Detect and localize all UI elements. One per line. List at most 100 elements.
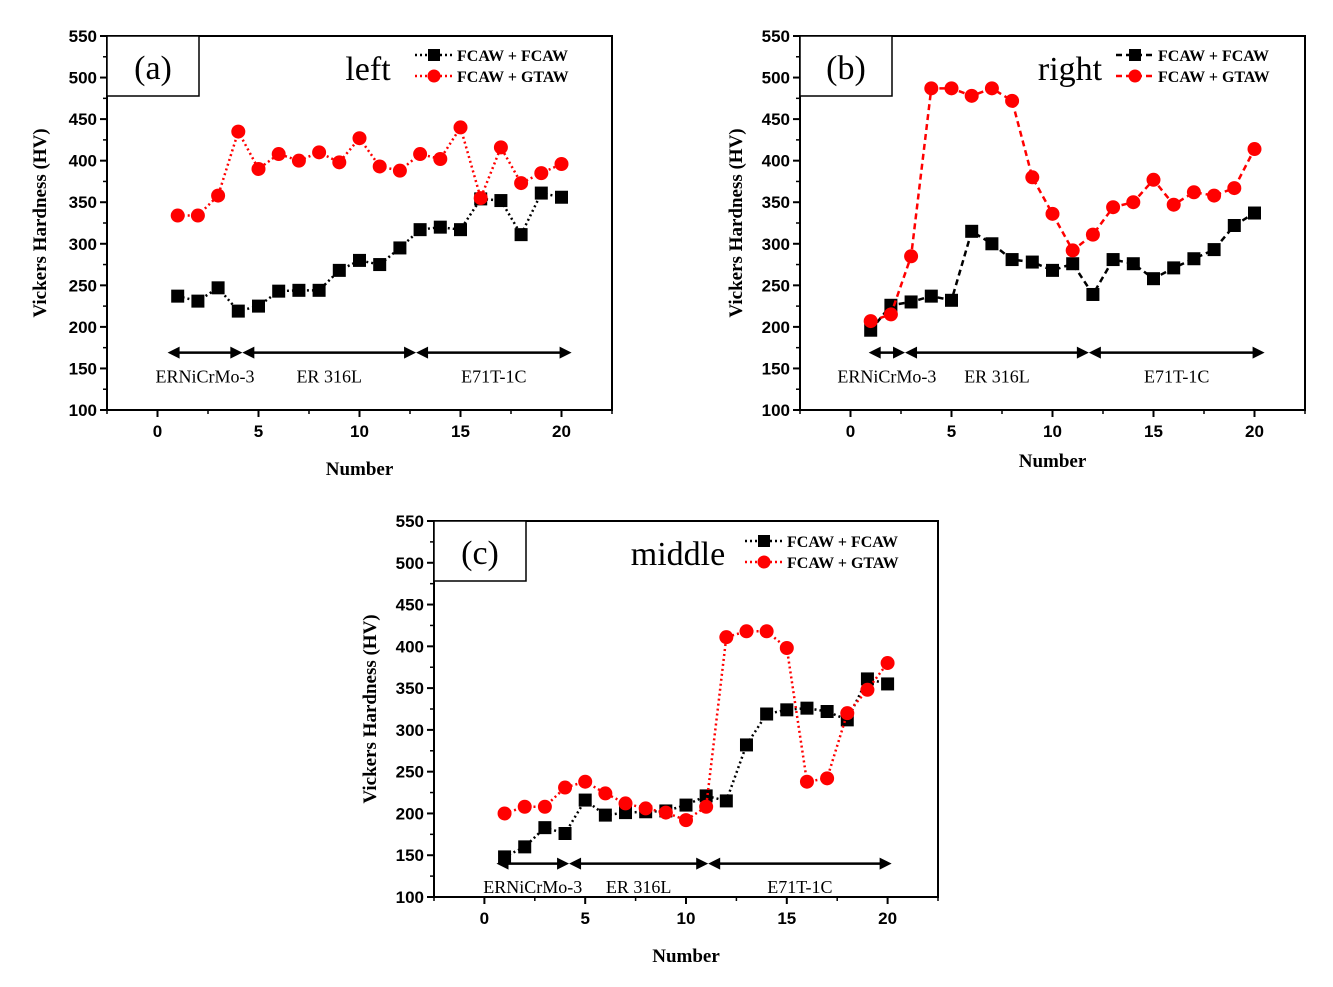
x-tick-label: 5 bbox=[947, 422, 956, 441]
y-tick-label: 550 bbox=[762, 27, 790, 46]
data-point-circle bbox=[679, 813, 693, 828]
x-tick-label: 10 bbox=[350, 422, 369, 441]
data-point-circle bbox=[1207, 188, 1222, 203]
y-tick-label: 100 bbox=[762, 401, 790, 420]
chart-panel-b: 100 150 200 250 300 350 400 450 500 550 0 5 10 15 20 Nu… bbox=[726, 27, 1306, 472]
legend-label: FCAW + GTAW bbox=[457, 69, 569, 86]
data-point-circle bbox=[984, 81, 999, 96]
region-arrow-head-left bbox=[416, 346, 429, 359]
data-point-circle bbox=[880, 656, 895, 671]
region-arrow-head-right bbox=[404, 346, 417, 359]
data-point-square bbox=[555, 190, 568, 204]
region-arrow-head-left bbox=[905, 346, 918, 359]
data-point-circle bbox=[598, 786, 613, 801]
y-axis-title: Vickers Hardness (HV) bbox=[30, 128, 51, 317]
data-point-circle bbox=[1005, 93, 1020, 108]
region-label: E71T-1C bbox=[767, 877, 832, 897]
data-point-circle bbox=[719, 630, 734, 645]
y-tick-label: 300 bbox=[396, 721, 424, 740]
data-point-square bbox=[494, 194, 508, 208]
data-point-square bbox=[413, 223, 427, 237]
region-arrow-head-left bbox=[868, 346, 881, 359]
data-point-square bbox=[211, 281, 225, 295]
data-point-circle bbox=[1025, 170, 1040, 185]
data-point-square bbox=[1106, 253, 1120, 267]
data-point-square bbox=[739, 738, 753, 752]
region-arrow-head-right bbox=[230, 346, 243, 359]
data-point-square bbox=[945, 293, 958, 307]
y-tick-label: 250 bbox=[69, 276, 97, 295]
data-point-circle bbox=[618, 796, 633, 811]
data-point-circle bbox=[493, 140, 508, 155]
data-point-circle bbox=[514, 176, 529, 191]
y-tick-label: 450 bbox=[396, 596, 424, 615]
data-point-circle bbox=[433, 152, 448, 167]
x-tick-label: 10 bbox=[1043, 422, 1062, 441]
data-point-circle bbox=[497, 806, 512, 821]
y-tick-label: 100 bbox=[69, 401, 97, 420]
data-point-circle bbox=[473, 191, 488, 206]
y-tick-label: 400 bbox=[396, 637, 424, 656]
data-point-square bbox=[353, 253, 366, 267]
data-point-square bbox=[1126, 257, 1140, 271]
y-tick-label: 300 bbox=[69, 235, 97, 254]
data-point-square bbox=[881, 677, 895, 691]
data-point-circle bbox=[1045, 206, 1060, 221]
x-axis-title: Number bbox=[326, 459, 394, 480]
data-point-square bbox=[518, 840, 532, 854]
data-point-square bbox=[1187, 252, 1201, 266]
data-point-square bbox=[924, 289, 938, 303]
data-point-circle bbox=[1085, 227, 1100, 242]
data-point-circle bbox=[392, 163, 407, 178]
data-point-square bbox=[171, 289, 185, 303]
region-label: E71T-1C bbox=[1144, 367, 1209, 387]
data-point-circle bbox=[534, 166, 549, 181]
y-tick-label: 300 bbox=[762, 235, 790, 254]
position-label: left bbox=[345, 51, 391, 88]
series-line-fcaw-fcaw bbox=[869, 211, 1256, 332]
y-tick-label: 500 bbox=[762, 69, 790, 88]
data-point-circle bbox=[578, 774, 593, 789]
x-axis-title: Number bbox=[1019, 451, 1087, 472]
data-point-circle bbox=[413, 147, 428, 162]
y-axis-title: Vickers Hardness (HV) bbox=[726, 128, 747, 317]
x-tick-label: 15 bbox=[451, 422, 470, 441]
y-tick-label: 100 bbox=[396, 888, 424, 907]
data-point-square bbox=[191, 294, 205, 308]
data-point-circle bbox=[251, 161, 266, 176]
data-point-circle bbox=[554, 156, 569, 171]
data-point-circle bbox=[1146, 172, 1161, 187]
x-tick-label: 0 bbox=[153, 422, 162, 441]
region-arrow-head-right bbox=[879, 857, 892, 870]
region-arrow-head-right bbox=[559, 346, 572, 359]
data-point-square bbox=[393, 241, 407, 255]
data-point-square bbox=[373, 258, 387, 272]
position-label: middle bbox=[631, 536, 725, 573]
data-point-square bbox=[538, 821, 552, 835]
region-arrow-head-right bbox=[696, 857, 709, 870]
legend-marker-square bbox=[758, 535, 770, 547]
data-point-square bbox=[985, 237, 999, 251]
data-point-circle bbox=[1106, 200, 1121, 215]
data-point-circle bbox=[453, 120, 468, 135]
y-tick-label: 350 bbox=[762, 193, 790, 212]
y-tick-label: 350 bbox=[396, 679, 424, 698]
data-point-circle bbox=[860, 682, 875, 697]
x-axis-title: Number bbox=[652, 946, 720, 967]
data-point-square bbox=[598, 808, 612, 822]
data-point-circle bbox=[352, 131, 367, 146]
series-line-fcaw-fcaw bbox=[177, 191, 562, 313]
data-point-square bbox=[1086, 287, 1100, 301]
panel-label-box bbox=[106, 35, 200, 97]
data-point-square bbox=[1207, 243, 1221, 257]
data-point-circle bbox=[537, 799, 552, 814]
x-tick-label: 20 bbox=[552, 422, 571, 441]
x-tick-label: 5 bbox=[580, 909, 589, 928]
data-point-square bbox=[679, 798, 693, 812]
data-point-square bbox=[292, 283, 306, 297]
y-tick-label: 400 bbox=[762, 152, 790, 171]
region-label: ER 316L bbox=[964, 367, 1030, 387]
data-point-circle bbox=[699, 799, 714, 814]
data-point-square bbox=[1066, 257, 1080, 271]
